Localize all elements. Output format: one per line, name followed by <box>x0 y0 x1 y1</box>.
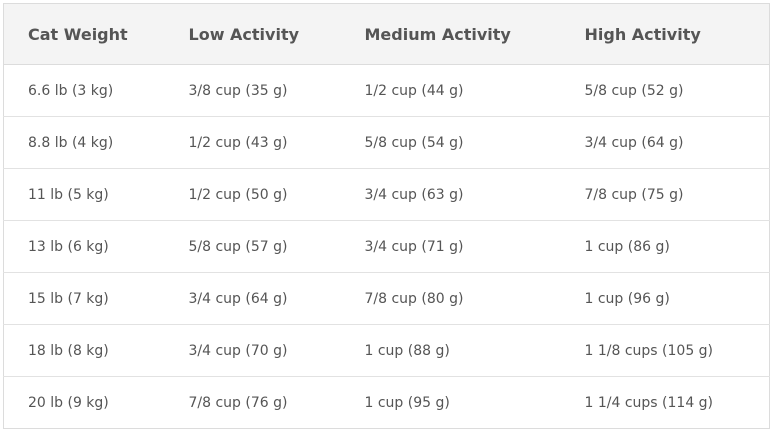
header-medium-activity: Medium Activity <box>341 3 562 65</box>
table-row: 8.8 lb (4 kg) 1/2 cup (43 g) 5/8 cup (54… <box>3 116 770 169</box>
cell-medium-activity: 1 cup (95 g) <box>364 394 450 411</box>
cell-cat-weight: 8.8 lb (4 kg) <box>3 116 166 169</box>
cell-cat-weight: 11 lb (5 kg) <box>3 168 166 221</box>
cell-medium-activity: 1 cup (88 g) <box>341 324 562 377</box>
header-high-activity: High Activity <box>561 3 770 65</box>
cell-high-activity: 7/8 cup (75 g) <box>561 168 770 221</box>
header-row: Cat Weight Low Activity Medium Activity … <box>3 3 770 65</box>
cell-medium-activity: 3/4 cup (71 g) <box>341 220 562 273</box>
cell-high-activity: 1 cup (86 g) <box>561 220 770 273</box>
header-cat-weight: Cat Weight <box>3 3 166 65</box>
cell-high-activity: 1 cup (96 g) <box>561 272 770 325</box>
cell-low-activity: 3/8 cup (35 g) <box>165 64 342 117</box>
cell-high-activity: 3/4 cup (64 g) <box>561 116 770 169</box>
table-row: 11 lb (5 kg) 1/2 cup (50 g) 3/4 cup (63 … <box>3 168 770 221</box>
table-row: 18 lb (8 kg) 3/4 cup (70 g) 1 cup (88 g)… <box>3 324 770 377</box>
cell-low-activity: 3/4 cup (70 g) <box>165 324 342 377</box>
cell-cat-weight: 6.6 lb (3 kg) <box>3 64 166 117</box>
cell-cat-weight: 20 lb (9 kg) <box>28 394 109 411</box>
cell-medium-activity: 3/4 cup (63 g) <box>341 168 562 221</box>
cell-high-activity: 1 1/4 cups (114 g) <box>584 394 714 411</box>
cell-cat-weight: 18 lb (8 kg) <box>3 324 166 377</box>
table-row: 13 lb (6 kg) 5/8 cup (57 g) 3/4 cup (71 … <box>3 220 770 273</box>
table-row: 15 lb (7 kg) 3/4 cup (64 g) 7/8 cup (80 … <box>3 272 770 325</box>
table-row: 6.6 lb (3 kg) 3/8 cup (35 g) 1/2 cup (44… <box>3 64 770 117</box>
cell-low-activity: 7/8 cup (76 g) <box>188 394 288 411</box>
cell-low-activity: 1/2 cup (50 g) <box>165 168 342 221</box>
cell-medium-activity: 1/2 cup (44 g) <box>341 64 562 117</box>
cell-cat-weight: 13 lb (6 kg) <box>3 220 166 273</box>
table-body: 6.6 lb (3 kg) 3/8 cup (35 g) 1/2 cup (44… <box>3 64 770 429</box>
cell-cat-weight: 15 lb (7 kg) <box>3 272 166 325</box>
table-row: 20 lb (9 kg) 7/8 cup (76 g) 1 cup (95 g)… <box>4 377 770 429</box>
cell-high-activity: 1 1/8 cups (105 g) <box>561 324 770 377</box>
header-low-activity: Low Activity <box>165 3 342 65</box>
feeding-table: Cat Weight Low Activity Medium Activity … <box>3 3 770 429</box>
cell-high-activity: 5/8 cup (52 g) <box>561 64 770 117</box>
cell-low-activity: 3/4 cup (64 g) <box>165 272 342 325</box>
cell-low-activity: 5/8 cup (57 g) <box>165 220 342 273</box>
cell-low-activity: 1/2 cup (43 g) <box>165 116 342 169</box>
cell-medium-activity: 7/8 cup (80 g) <box>341 272 562 325</box>
cell-medium-activity: 5/8 cup (54 g) <box>341 116 562 169</box>
table-header: Cat Weight Low Activity Medium Activity … <box>3 3 770 65</box>
